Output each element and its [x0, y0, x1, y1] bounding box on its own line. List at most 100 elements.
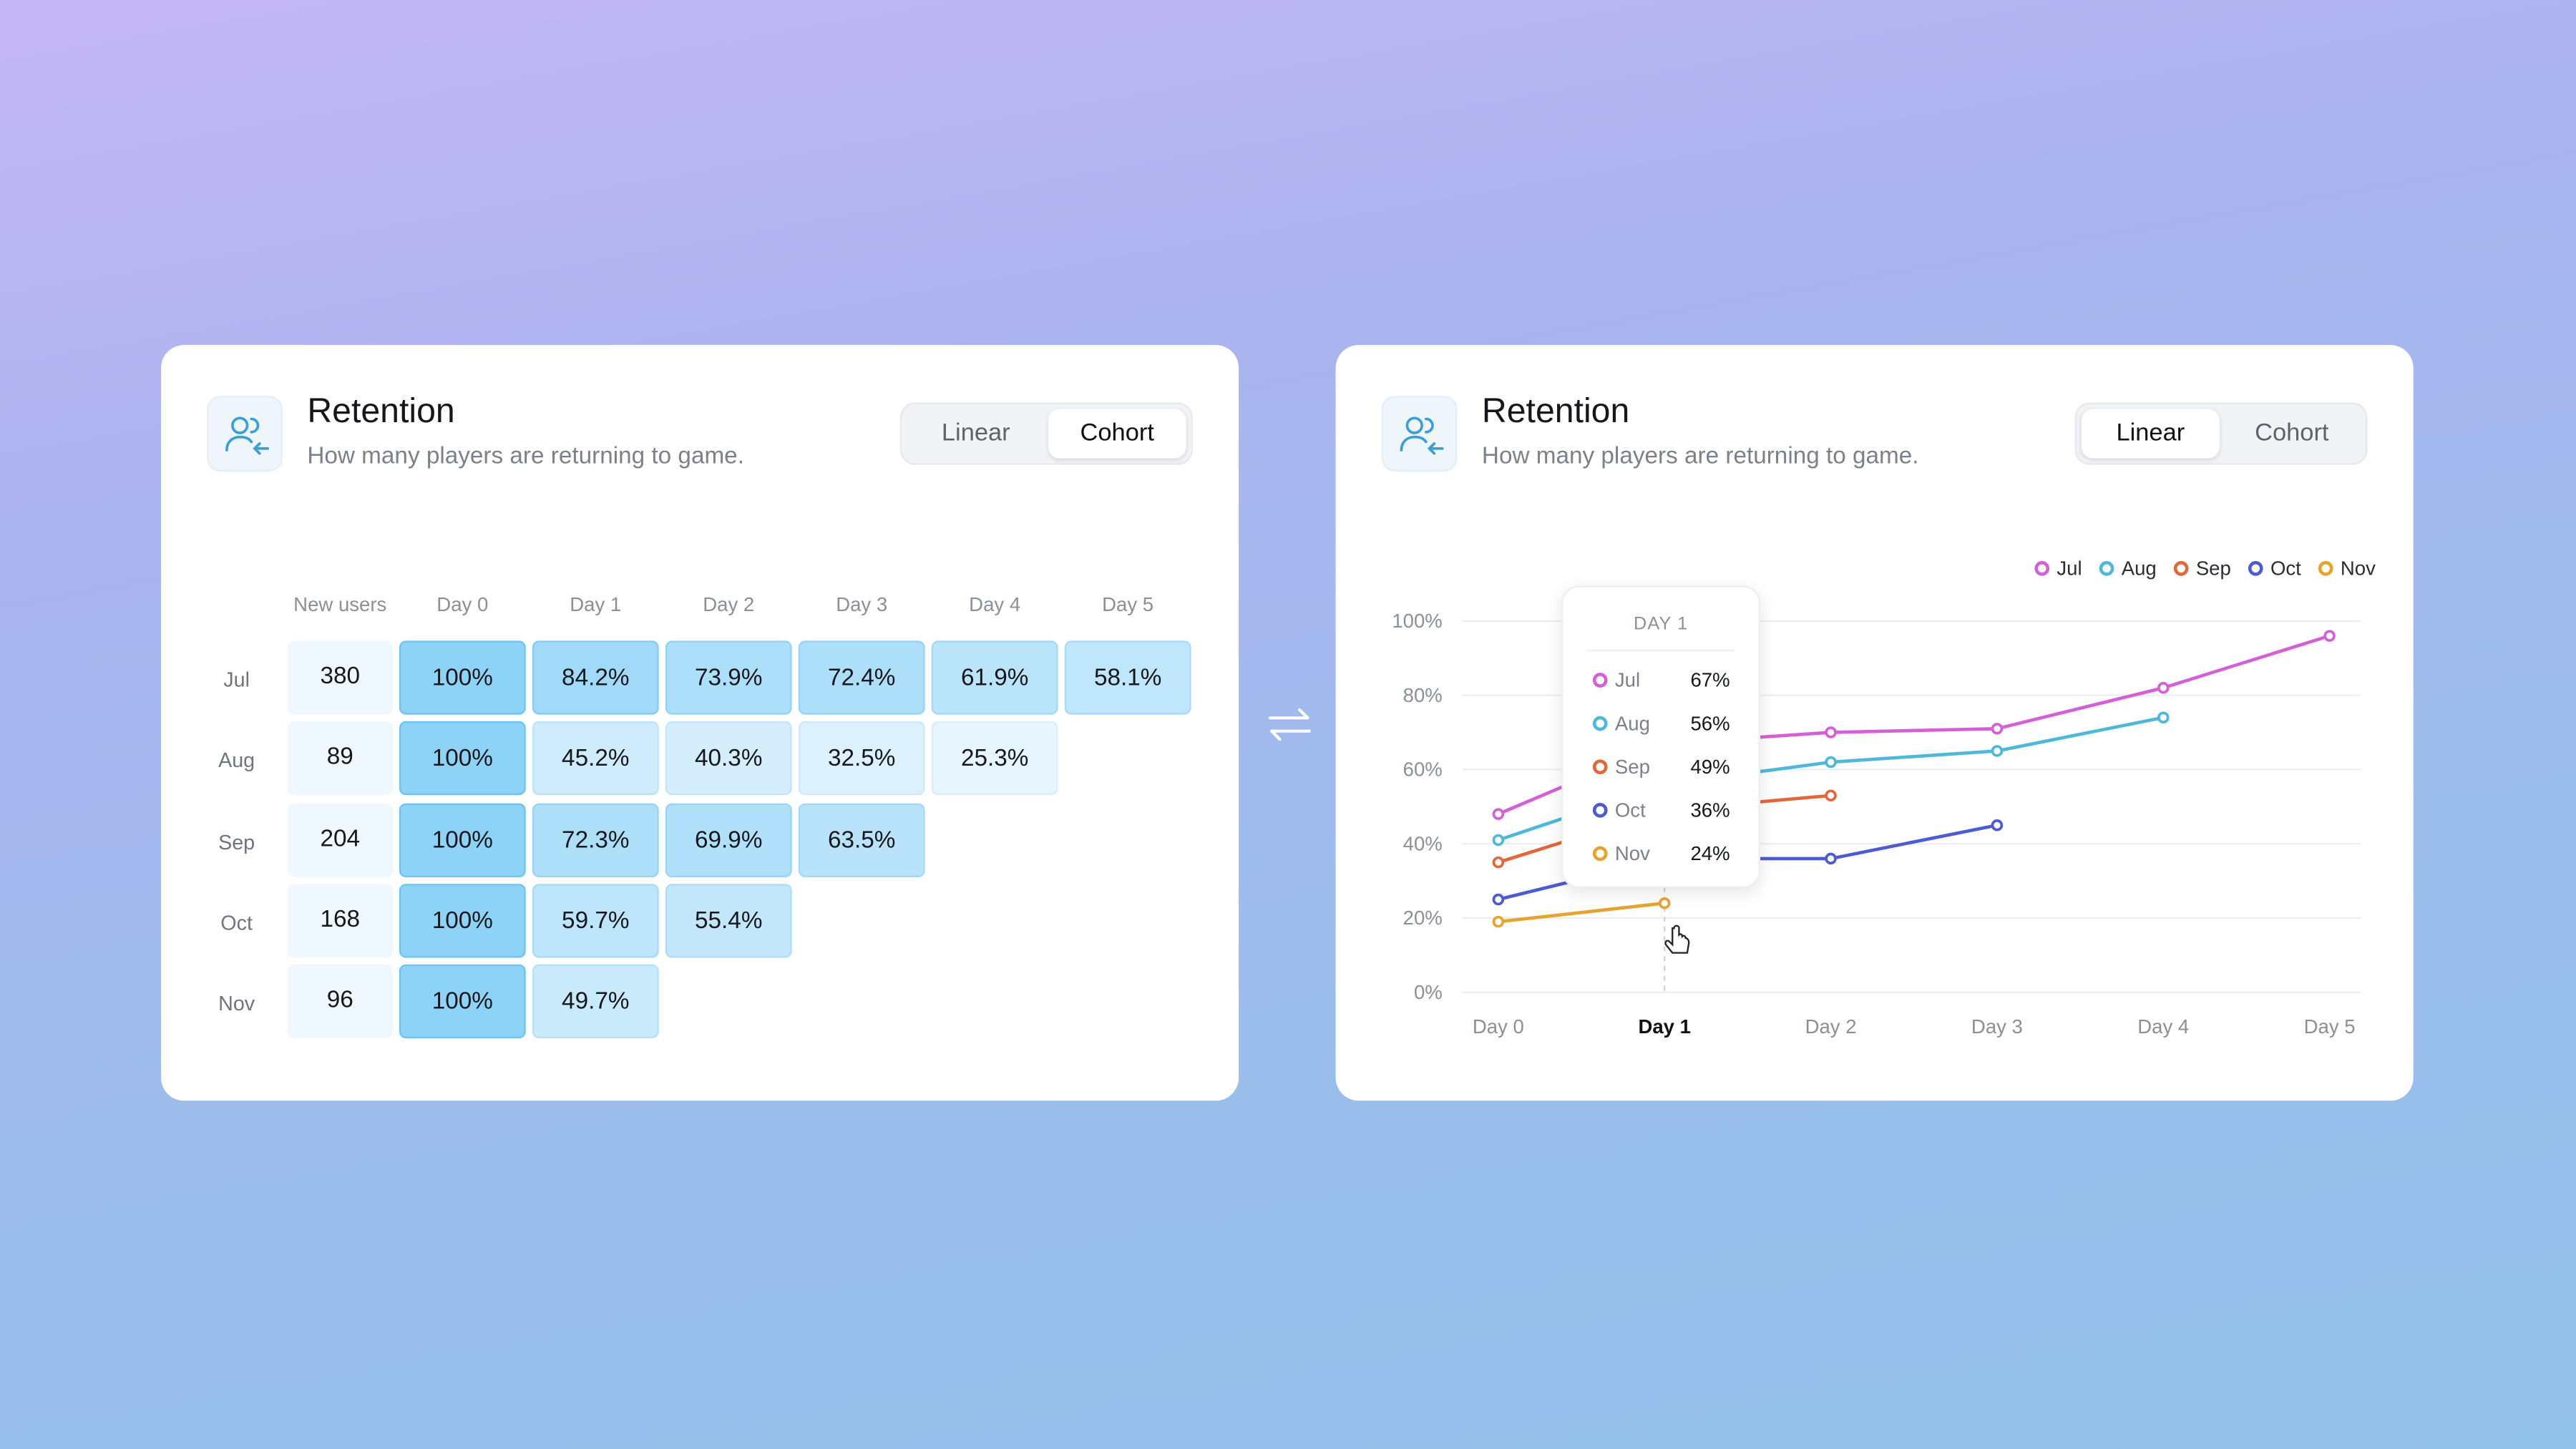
- data-point: [1825, 756, 1837, 769]
- table-cell: 32.5%: [798, 721, 925, 796]
- x-tick-label: Day 5: [2304, 1015, 2356, 1038]
- legend-marker: [2099, 561, 2114, 576]
- data-point: [2157, 681, 2170, 694]
- tooltip-name: Nov: [1615, 842, 1650, 864]
- table-cell: 380: [287, 640, 393, 715]
- legend-marker: [2173, 561, 2189, 576]
- tooltip-value: 56%: [1690, 712, 1729, 734]
- tooltip-name: Aug: [1615, 712, 1650, 734]
- row-label: Sep: [218, 830, 255, 854]
- table-cell: 100%: [399, 640, 526, 715]
- table-cell: 204: [287, 802, 393, 877]
- tooltip-marker: [1592, 803, 1608, 818]
- table-cell: 25.3%: [931, 721, 1058, 796]
- toggle: Linear Cohort: [2074, 402, 2368, 465]
- table-cell: 45.2%: [532, 721, 659, 796]
- data-point: [1825, 789, 1837, 801]
- y-tick-label: 60%: [1403, 758, 1443, 781]
- legend-marker: [2318, 561, 2333, 576]
- title: Retention: [307, 392, 455, 431]
- tooltip-value: 67%: [1690, 669, 1729, 691]
- row-label: Oct: [220, 911, 253, 935]
- table-cell: 96: [287, 965, 393, 1039]
- data-point: [2157, 711, 2170, 724]
- table-cell: 61.9%: [931, 640, 1058, 715]
- tooltip-marker: [1592, 759, 1608, 775]
- column-header: Day 4: [969, 592, 1021, 616]
- y-tick-label: 0%: [1414, 981, 1443, 1003]
- tooltip-name: Oct: [1615, 799, 1646, 821]
- row-label: Nov: [218, 992, 255, 1016]
- data-point: [1991, 745, 2004, 757]
- data-point: [1825, 726, 1837, 738]
- x-tick-label: Day 4: [2137, 1015, 2189, 1038]
- column-header: Day 2: [703, 592, 755, 616]
- table-cell: 69.9%: [665, 802, 792, 877]
- table-cell: 100%: [399, 721, 526, 796]
- legend-label: Oct: [2270, 557, 2301, 580]
- chart-card: Retention How many players are returning…: [1335, 345, 2414, 1101]
- legend-label: Sep: [2196, 557, 2231, 580]
- legend-marker: [2034, 561, 2050, 576]
- data-point: [1991, 819, 2004, 831]
- table-cell: 100%: [399, 802, 526, 877]
- series-line: [1498, 901, 1665, 924]
- legend-label: Jul: [2057, 557, 2082, 580]
- x-tick-label: Day 0: [1473, 1015, 1524, 1038]
- toggle-button[interactable]: Linear: [2081, 409, 2220, 459]
- table-cell: 73.9%: [665, 640, 792, 715]
- tooltip: DAY 1 Jul 67% Aug 56% Sep 49% Oct 36% Nov 24%: [1561, 585, 1761, 888]
- x-tick-label: Day 1: [1638, 1015, 1691, 1038]
- icon: [207, 396, 283, 472]
- data-point: [1825, 852, 1837, 865]
- column-header: New users: [293, 592, 387, 616]
- toggle-button[interactable]: Cohort: [2255, 419, 2329, 447]
- data-point: [1492, 893, 1505, 906]
- tooltip-value: 24%: [1690, 842, 1729, 864]
- data-point: [1492, 808, 1505, 820]
- tooltip-marker: [1592, 673, 1608, 688]
- tooltip-name: Sep: [1615, 756, 1650, 778]
- data-point: [1492, 915, 1505, 928]
- table-cell: 55.4%: [665, 883, 792, 958]
- table-cell: 84.2%: [532, 640, 659, 715]
- data-point: [1991, 723, 2004, 735]
- y-tick-label: 40%: [1403, 832, 1443, 854]
- legend-marker: [2248, 561, 2263, 576]
- data-point: [1492, 834, 1505, 847]
- column-header: Day 3: [836, 592, 888, 616]
- tooltip-value: 36%: [1690, 799, 1729, 821]
- column-header: Day 0: [436, 592, 489, 616]
- tooltip-box: [1561, 585, 1761, 888]
- table-cell: 100%: [399, 883, 526, 958]
- y-tick-label: 80%: [1403, 684, 1443, 706]
- tooltip-marker: [1592, 846, 1608, 862]
- subtitle: How many players are returning to game.: [307, 443, 744, 470]
- data-point: [1492, 856, 1505, 869]
- icon: [1381, 396, 1458, 472]
- subtitle: How many players are returning to game.: [1481, 443, 1919, 470]
- row-label: Aug: [218, 749, 255, 773]
- table-cell: 40.3%: [665, 721, 792, 796]
- legend-label: Aug: [2122, 557, 2157, 580]
- x-tick-label: Day 3: [1971, 1015, 2023, 1038]
- tooltip-title: DAY 1: [1634, 613, 1688, 633]
- toggle-button[interactable]: Linear: [941, 419, 1010, 447]
- x-tick-label: Day 2: [1805, 1015, 1857, 1038]
- table-cell: 59.7%: [532, 883, 659, 958]
- tooltip-value: 49%: [1690, 756, 1729, 778]
- toggle-button[interactable]: Cohort: [1048, 409, 1186, 459]
- table-cell: 168: [287, 883, 393, 958]
- y-tick-label: 100%: [1392, 610, 1442, 632]
- y-tick-label: 20%: [1403, 907, 1443, 929]
- column-header: Day 1: [570, 592, 622, 616]
- data-point: [1658, 897, 1671, 909]
- table-cell: 72.3%: [532, 802, 659, 877]
- swap-icon: [1268, 708, 1311, 741]
- table-cell: 100%: [399, 965, 526, 1039]
- column-header: Day 5: [1102, 592, 1154, 616]
- toggle: Linear Cohort: [900, 402, 1193, 465]
- cohort-card: Retention How many players are returning…: [161, 345, 1239, 1101]
